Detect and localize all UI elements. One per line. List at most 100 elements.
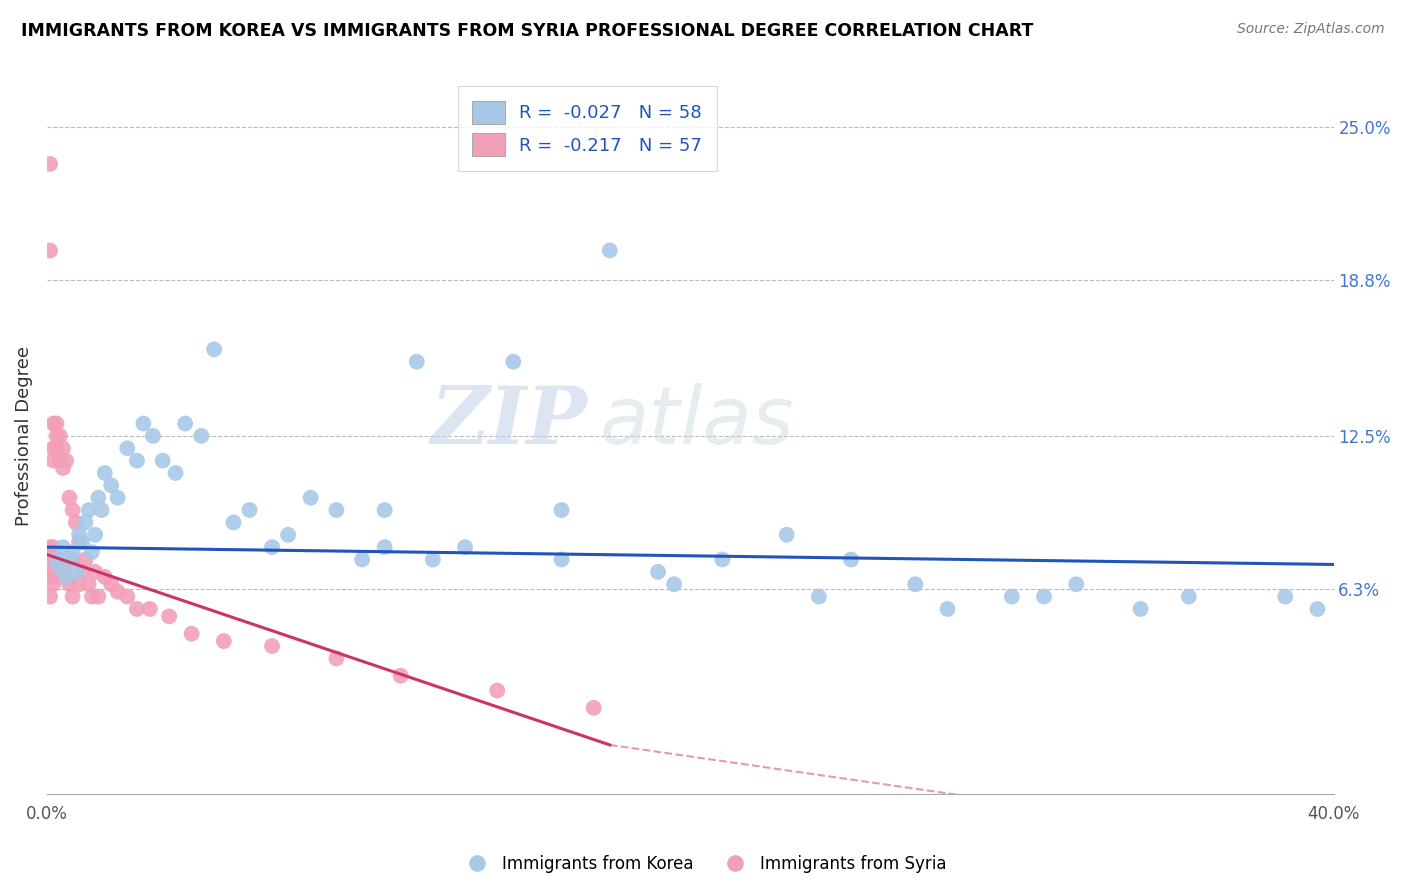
Point: [39, 590, 62, 604]
Point: [117, 590, 139, 604]
Point: [67, 528, 90, 542]
Point: [72, 535, 94, 549]
Point: [42, 417, 65, 431]
Point: [202, 343, 225, 357]
Point: [165, 466, 187, 480]
Point: [647, 565, 669, 579]
Point: [49, 552, 72, 566]
Point: [405, 355, 427, 369]
Point: [152, 453, 174, 467]
Text: atlas: atlas: [600, 383, 794, 460]
Point: [1306, 602, 1329, 616]
Point: [84, 528, 107, 542]
Point: [238, 503, 260, 517]
Point: [107, 584, 129, 599]
Text: ZIP: ZIP: [430, 383, 588, 460]
Point: [65, 516, 87, 530]
Point: [42, 442, 65, 456]
Point: [39, 157, 62, 171]
Point: [49, 429, 72, 443]
Point: [502, 355, 524, 369]
Point: [190, 429, 212, 443]
Point: [77, 577, 100, 591]
Point: [325, 503, 347, 517]
Point: [42, 577, 65, 591]
Point: [550, 503, 572, 517]
Point: [75, 516, 97, 530]
Point: [100, 478, 122, 492]
Point: [260, 540, 283, 554]
Point: [936, 602, 959, 616]
Point: [42, 540, 65, 554]
Point: [90, 503, 112, 517]
Text: Source: ZipAtlas.com: Source: ZipAtlas.com: [1237, 22, 1385, 37]
Point: [42, 453, 65, 467]
Point: [582, 701, 605, 715]
Point: [58, 577, 80, 591]
Point: [58, 552, 80, 566]
Point: [39, 244, 62, 258]
Point: [1064, 577, 1087, 591]
Point: [550, 552, 572, 566]
Point: [77, 503, 100, 517]
Point: [55, 552, 77, 566]
Point: [62, 545, 84, 559]
Point: [174, 417, 197, 431]
Point: [52, 461, 75, 475]
Point: [45, 429, 67, 443]
Point: [55, 453, 77, 467]
Point: [45, 552, 67, 566]
Point: [157, 609, 180, 624]
Point: [142, 429, 165, 443]
Point: [87, 491, 110, 505]
Point: [422, 552, 444, 566]
Point: [45, 417, 67, 431]
Point: [75, 552, 97, 566]
Point: [662, 577, 685, 591]
Point: [49, 570, 72, 584]
Point: [39, 570, 62, 584]
Point: [776, 528, 799, 542]
Legend: Immigrants from Korea, Immigrants from Syria: Immigrants from Korea, Immigrants from S…: [453, 848, 953, 880]
Point: [599, 244, 621, 258]
Point: [39, 540, 62, 554]
Point: [299, 491, 322, 505]
Point: [52, 565, 75, 579]
Point: [45, 442, 67, 456]
Point: [49, 560, 72, 574]
Point: [212, 634, 235, 648]
Point: [904, 577, 927, 591]
Point: [72, 565, 94, 579]
Point: [58, 552, 80, 566]
Point: [80, 545, 103, 559]
Point: [52, 442, 75, 456]
Point: [132, 417, 155, 431]
Point: [125, 453, 148, 467]
Point: [67, 535, 90, 549]
Point: [84, 565, 107, 579]
Point: [87, 590, 110, 604]
Point: [374, 540, 396, 554]
Point: [49, 453, 72, 467]
Point: [94, 466, 117, 480]
Point: [454, 540, 477, 554]
Point: [94, 570, 117, 584]
Point: [125, 602, 148, 616]
Point: [260, 639, 283, 653]
Point: [1033, 590, 1056, 604]
Point: [42, 552, 65, 566]
Text: IMMIGRANTS FROM KOREA VS IMMIGRANTS FROM SYRIA PROFESSIONAL DEGREE CORRELATION C: IMMIGRANTS FROM KOREA VS IMMIGRANTS FROM…: [21, 22, 1033, 40]
Point: [277, 528, 299, 542]
Point: [139, 602, 162, 616]
Point: [62, 503, 84, 517]
Point: [374, 503, 396, 517]
Point: [62, 552, 84, 566]
Point: [222, 516, 245, 530]
Point: [711, 552, 734, 566]
Point: [55, 570, 77, 584]
Point: [1001, 590, 1024, 604]
Point: [486, 683, 509, 698]
Point: [100, 577, 122, 591]
Point: [352, 552, 374, 566]
Point: [45, 552, 67, 566]
